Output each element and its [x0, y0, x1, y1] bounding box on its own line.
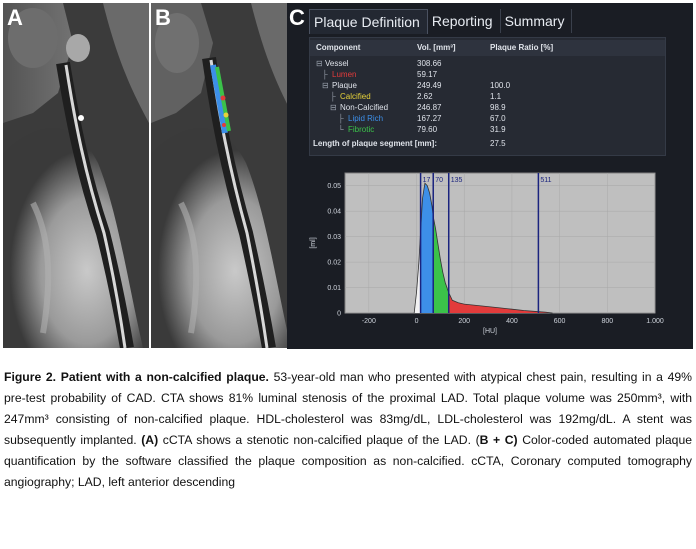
caption-body-2: cCTA shows a stenotic non-calcified plaq… [158, 433, 480, 447]
row-name: Plaque [332, 81, 357, 90]
column-header-ratio: Plaque Ratio [%] [490, 43, 554, 52]
table-header: Component Vol. [mm³] Plaque Ratio [%] [310, 40, 665, 56]
x-tick-label: -200 [362, 318, 376, 325]
tree-branch-icon: ├ [338, 114, 344, 123]
hu-histogram: 17 70 135 511 -200 0 200 400 600 800 1.000 0 0.01 0.0… [309, 163, 689, 347]
row-name: Lumen [332, 70, 357, 79]
ct-image-panel-b: B [151, 3, 297, 348]
tab-summary[interactable]: Summary [501, 9, 573, 33]
tab-plaque-definition[interactable]: Plaque Definition [309, 9, 428, 34]
table-row[interactable]: ⊟ Non-Calcified 246.87 98.9 [310, 103, 665, 114]
caption-body-1: 53-year-old man who presented with atypi… [4, 370, 692, 447]
panel-label-b: B [155, 5, 171, 30]
tab-reporting[interactable]: Reporting [428, 9, 501, 33]
histogram-svg: 17 70 135 511 -200 0 200 400 600 800 1.000 0 0.01 0.0… [310, 172, 664, 335]
row-ratio: 98.9 [490, 103, 506, 112]
x-tick-label: 1.000 [646, 318, 664, 325]
table-row[interactable]: └ Fibrotic 79.60 31.9 [310, 125, 665, 136]
x-tick-label: 0 [415, 318, 419, 325]
row-name: Lipid Rich [348, 114, 384, 123]
threshold-label: 135 [451, 177, 463, 184]
column-header-component: Component [316, 43, 361, 52]
region-lipid-fill [420, 183, 434, 313]
row-name: Vessel [325, 59, 349, 68]
x-tick-label: 800 [601, 318, 613, 325]
tree-branch-icon: ├ [322, 70, 328, 79]
row-volume: 308.66 [417, 59, 442, 68]
ct-image-b [151, 3, 297, 348]
collapse-icon[interactable]: ⊟ [330, 103, 337, 112]
panel-label-c: C [289, 5, 305, 30]
caption-ref-a: (A) [141, 433, 159, 447]
row-ratio: 31.9 [490, 125, 506, 134]
row-volume: 167.27 [417, 114, 442, 123]
row-volume: 249.49 [417, 81, 442, 90]
tab-bar: Plaque Definition Reporting Summary [309, 9, 573, 34]
collapse-icon[interactable]: ⊟ [322, 81, 329, 90]
panel-label-a: A [7, 5, 23, 30]
table-row[interactable]: ├ Calcified 2.62 1.1 [310, 92, 665, 103]
y-tick-label: 0.02 [327, 260, 341, 267]
plaque-software-panel: C Plaque Definition Reporting Summary Co… [287, 3, 693, 349]
tree-branch-icon: ├ [330, 92, 336, 101]
y-tick-label: 0.04 [327, 209, 341, 216]
plot-area [344, 172, 656, 314]
ct-image-a [3, 3, 149, 348]
y-axis-label: [ml] [310, 237, 317, 248]
row-ratio: 67.0 [490, 114, 506, 123]
histogram-outline [413, 182, 553, 314]
x-tick-label: 400 [506, 318, 518, 325]
row-ratio: 100.0 [490, 81, 511, 90]
row-name: Non-Calcified [340, 103, 389, 112]
caption-body-3: Color-coded automated plaque quantificat… [4, 433, 692, 489]
figure: A B C [3, 3, 693, 349]
y-tick-label: 0.03 [327, 234, 341, 241]
row-volume: 59.17 [417, 70, 438, 79]
region-lumen-fill [414, 231, 421, 313]
segment-length-label: Length of plaque segment [mm]: [313, 139, 437, 148]
segment-length-row: Length of plaque segment [mm]: 27.5 [310, 139, 665, 150]
collapse-icon[interactable]: ⊟ [316, 59, 323, 68]
row-name: Calcified [340, 92, 371, 101]
threshold-label: 511 [540, 177, 551, 184]
figure-caption: Figure 2. Patient with a non-calcified p… [4, 367, 692, 493]
region-calcified-fill [448, 292, 553, 313]
plaque-table: Component Vol. [mm³] Plaque Ratio [%] ⊟ … [309, 37, 666, 156]
tree-branch-icon: └ [338, 125, 344, 134]
caption-ref-bc: B + C) [479, 433, 518, 447]
table-row[interactable]: ⊟ Vessel 308.66 [310, 59, 665, 70]
x-tick-label: 600 [554, 318, 566, 325]
row-volume: 2.62 [417, 92, 433, 101]
y-tick-label: 0.05 [327, 183, 341, 190]
x-axis-label: [HU] [483, 328, 497, 335]
table-row[interactable]: ├ Lumen 59.17 [310, 70, 665, 81]
threshold-label: 70 [435, 177, 443, 184]
row-ratio: 1.1 [490, 92, 502, 101]
ct-image-panel-a: A [3, 3, 149, 348]
row-volume: 79.60 [417, 125, 438, 134]
column-header-volume: Vol. [mm³] [417, 43, 456, 52]
row-name: Fibrotic [348, 125, 375, 134]
caption-title: Figure 2. Patient with a non-calcified p… [4, 370, 269, 384]
y-tick-label: 0.01 [327, 285, 341, 292]
table-row[interactable]: ⊟ Plaque 249.49 100.0 [310, 81, 665, 92]
x-tick-label: 200 [458, 318, 470, 325]
threshold-label: 17 [423, 177, 431, 184]
segment-length-value: 27.5 [490, 139, 506, 148]
y-tick-label: 0 [337, 311, 341, 318]
row-volume: 246.87 [417, 103, 442, 112]
table-row[interactable]: ├ Lipid Rich 167.27 67.0 [310, 114, 665, 125]
